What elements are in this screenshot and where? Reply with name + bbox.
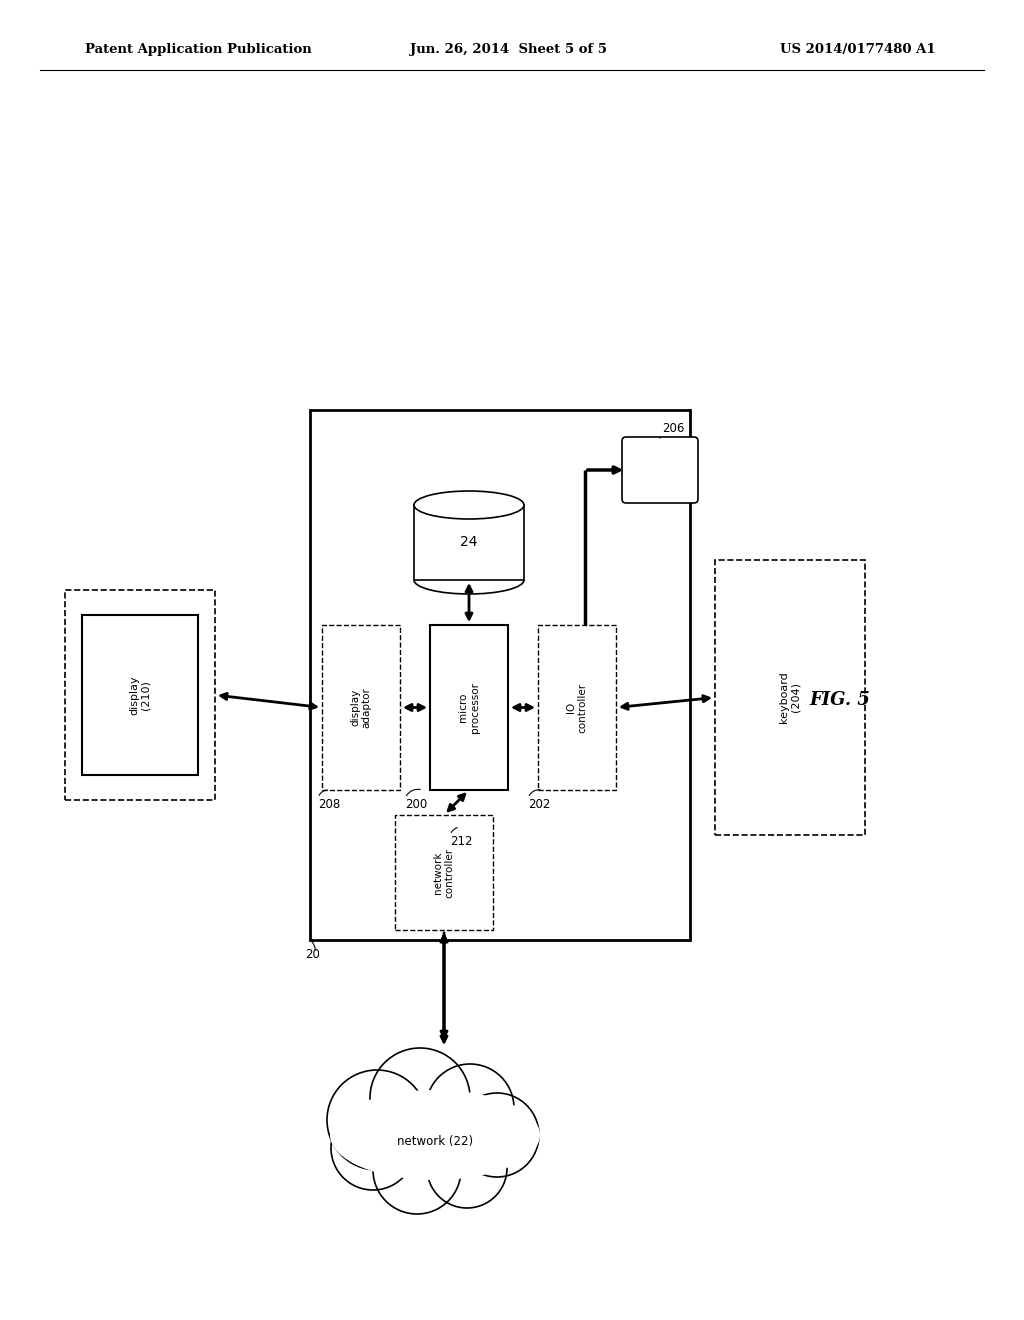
Text: micro
processor: micro processor xyxy=(458,682,480,733)
Bar xyxy=(395,814,493,931)
FancyBboxPatch shape xyxy=(622,437,698,503)
Bar xyxy=(538,624,616,789)
Text: 200: 200 xyxy=(406,799,427,810)
Text: display
(210): display (210) xyxy=(129,676,151,715)
Text: FIG. 5: FIG. 5 xyxy=(810,690,870,709)
Text: US 2014/0177480 A1: US 2014/0177480 A1 xyxy=(780,44,936,57)
Text: Jun. 26, 2014  Sheet 5 of 5: Jun. 26, 2014 Sheet 5 of 5 xyxy=(410,44,607,57)
Circle shape xyxy=(370,1048,470,1148)
Circle shape xyxy=(455,1093,539,1177)
Text: 24: 24 xyxy=(460,536,478,549)
Ellipse shape xyxy=(414,491,524,519)
Text: 206: 206 xyxy=(662,422,684,436)
Text: 208: 208 xyxy=(318,799,340,810)
Bar xyxy=(414,506,524,579)
Ellipse shape xyxy=(330,1090,540,1180)
Text: 202: 202 xyxy=(528,799,550,810)
Circle shape xyxy=(327,1071,427,1170)
Text: network
controller: network controller xyxy=(433,847,455,898)
Text: network (22): network (22) xyxy=(397,1135,473,1148)
Text: IO
controller: IO controller xyxy=(566,682,588,733)
Circle shape xyxy=(426,1064,514,1152)
Text: display
adaptor: display adaptor xyxy=(350,688,372,727)
Circle shape xyxy=(427,1129,507,1208)
Bar xyxy=(322,624,400,789)
Text: 20: 20 xyxy=(305,948,319,961)
Bar xyxy=(715,560,865,836)
Bar xyxy=(82,615,198,775)
Circle shape xyxy=(373,1126,461,1214)
Text: keyboard
(204): keyboard (204) xyxy=(779,672,801,723)
Circle shape xyxy=(331,1106,415,1191)
Text: 212: 212 xyxy=(450,836,472,847)
Text: Patent Application Publication: Patent Application Publication xyxy=(85,44,311,57)
Bar xyxy=(310,411,690,940)
Bar xyxy=(430,624,508,789)
Bar xyxy=(65,590,215,800)
